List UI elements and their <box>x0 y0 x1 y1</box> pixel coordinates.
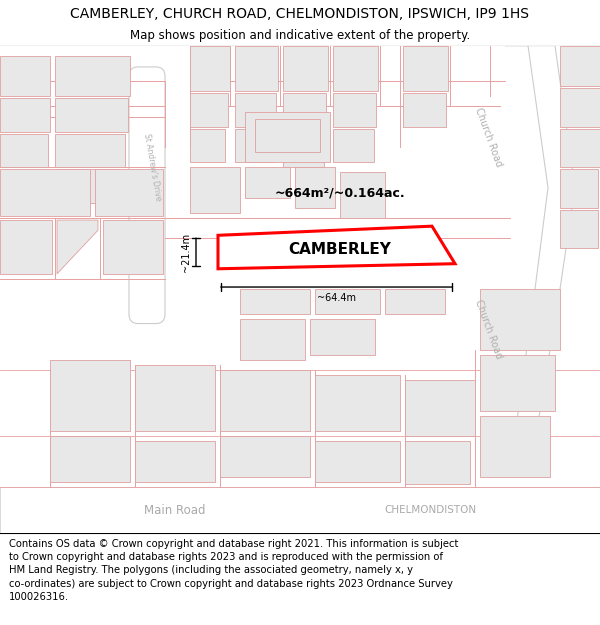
Polygon shape <box>0 98 50 132</box>
Polygon shape <box>403 46 448 91</box>
Polygon shape <box>50 436 130 482</box>
Text: Church Road: Church Road <box>473 106 503 168</box>
Polygon shape <box>245 111 330 162</box>
Polygon shape <box>403 93 446 127</box>
Polygon shape <box>0 134 48 168</box>
Text: CAMBERLEY, CHURCH ROAD, CHELMONDISTON, IPSWICH, IP9 1HS: CAMBERLEY, CHURCH ROAD, CHELMONDISTON, I… <box>71 7 530 21</box>
Polygon shape <box>0 169 90 216</box>
Polygon shape <box>315 375 400 431</box>
Polygon shape <box>283 46 328 91</box>
Polygon shape <box>135 365 215 431</box>
Polygon shape <box>560 210 598 249</box>
Text: ~64.4m: ~64.4m <box>317 293 356 303</box>
Text: CAMBERLEY: CAMBERLEY <box>289 242 391 257</box>
Polygon shape <box>235 129 274 162</box>
Polygon shape <box>240 319 305 360</box>
Polygon shape <box>405 441 470 484</box>
Polygon shape <box>560 46 600 86</box>
Polygon shape <box>190 93 228 127</box>
Polygon shape <box>190 129 225 162</box>
Polygon shape <box>480 289 560 350</box>
Text: Map shows position and indicative extent of the property.: Map shows position and indicative extent… <box>130 29 470 42</box>
Polygon shape <box>333 93 376 127</box>
Polygon shape <box>0 220 52 274</box>
Polygon shape <box>480 355 555 411</box>
Polygon shape <box>560 169 598 208</box>
Polygon shape <box>190 46 230 91</box>
Polygon shape <box>385 289 445 314</box>
Text: Main Road: Main Road <box>144 504 206 517</box>
Text: ~21.4m: ~21.4m <box>181 232 191 272</box>
Polygon shape <box>333 46 378 91</box>
Polygon shape <box>55 134 125 168</box>
Polygon shape <box>340 173 385 218</box>
Polygon shape <box>135 441 215 482</box>
Polygon shape <box>240 289 310 314</box>
Polygon shape <box>0 487 600 532</box>
Polygon shape <box>315 289 380 314</box>
Text: Contains OS data © Crown copyright and database right 2021. This information is : Contains OS data © Crown copyright and d… <box>9 539 458 602</box>
Polygon shape <box>0 56 50 96</box>
Polygon shape <box>315 441 400 482</box>
Polygon shape <box>235 93 276 127</box>
Polygon shape <box>283 93 326 127</box>
Polygon shape <box>283 129 324 168</box>
Polygon shape <box>310 319 375 355</box>
Polygon shape <box>220 370 310 431</box>
Polygon shape <box>218 226 455 269</box>
Polygon shape <box>190 168 240 213</box>
Polygon shape <box>95 169 163 216</box>
Text: Church Road: Church Road <box>473 299 503 361</box>
Polygon shape <box>560 129 600 168</box>
FancyBboxPatch shape <box>129 67 165 324</box>
Polygon shape <box>55 169 120 203</box>
Polygon shape <box>55 56 130 96</box>
Polygon shape <box>220 436 310 477</box>
Polygon shape <box>560 88 600 127</box>
Polygon shape <box>55 98 128 132</box>
Polygon shape <box>57 220 98 274</box>
Polygon shape <box>295 168 335 208</box>
Polygon shape <box>50 360 130 431</box>
Polygon shape <box>235 46 278 91</box>
Polygon shape <box>505 46 575 472</box>
Polygon shape <box>333 129 374 162</box>
Polygon shape <box>255 119 320 152</box>
Text: St Andrew's Drive: St Andrew's Drive <box>142 133 163 202</box>
Text: ~664m²/~0.164ac.: ~664m²/~0.164ac. <box>275 186 406 199</box>
Text: CHELMONDISTON: CHELMONDISTON <box>384 505 476 515</box>
Polygon shape <box>480 416 550 477</box>
Polygon shape <box>405 381 475 436</box>
Polygon shape <box>245 168 290 198</box>
Polygon shape <box>103 220 163 274</box>
